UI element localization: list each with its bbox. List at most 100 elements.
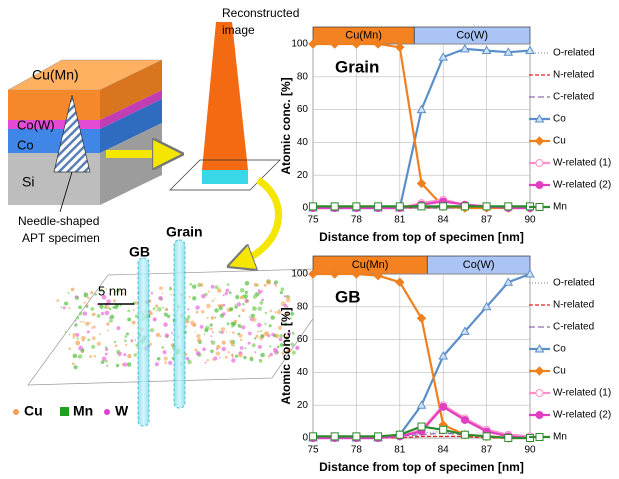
atom: [264, 322, 267, 325]
atom: [195, 310, 199, 314]
atom: [115, 288, 120, 293]
atom: [163, 322, 168, 327]
atom: [274, 285, 277, 288]
marker: [373, 39, 383, 49]
atom: [75, 332, 80, 337]
atom: [244, 299, 249, 303]
atom: [244, 290, 248, 294]
atom: [159, 286, 163, 291]
atom: [165, 307, 169, 312]
marker: [416, 400, 427, 409]
atom: [254, 351, 257, 354]
atom: [199, 283, 204, 287]
phase-label: Co(W): [456, 29, 488, 41]
y-tick-label: 60: [297, 104, 309, 115]
atom: [248, 331, 252, 336]
legend-marker: [535, 203, 544, 211]
atom: [195, 351, 201, 356]
atom: [192, 296, 197, 301]
atom: [222, 294, 225, 297]
atom: [217, 288, 222, 293]
legend-symbol: [104, 409, 110, 415]
atom: [226, 283, 230, 286]
grain-cylinder: [173, 239, 186, 409]
y-tick-label: 0: [302, 433, 308, 444]
atom: [130, 339, 133, 342]
legend-label: W-related (1): [553, 388, 611, 399]
legend-label: Cu: [553, 366, 566, 377]
x-tick-label: 87: [481, 445, 493, 456]
y-tick-label: 100: [291, 269, 308, 280]
atom: [267, 354, 271, 358]
atom: [272, 347, 278, 353]
legend-label: Mn: [73, 403, 93, 419]
atom: [157, 307, 162, 312]
legend-label: Mn: [553, 202, 567, 213]
legend-marker: [535, 433, 544, 441]
marker: [417, 202, 426, 211]
atom: [187, 315, 191, 319]
atom: [124, 340, 127, 343]
atom: [78, 305, 82, 310]
atom: [202, 347, 206, 352]
legend-symbol: [60, 407, 69, 416]
atom: [91, 336, 96, 341]
atom: [231, 325, 234, 328]
atom: [123, 353, 127, 357]
gb-cylinder: [137, 257, 150, 427]
atom: [258, 359, 263, 363]
atom: [234, 305, 238, 309]
marker: [482, 202, 491, 211]
atom: [249, 357, 254, 362]
atom: [229, 291, 232, 295]
atom: [277, 325, 283, 331]
y-tick-label: 20: [297, 400, 309, 411]
atom: [279, 343, 284, 347]
atom: [158, 296, 163, 301]
atom: [274, 311, 277, 314]
legend-symbol: [13, 409, 19, 415]
atom: [189, 282, 193, 286]
phase-label: Cu(Mn): [352, 259, 389, 271]
legend-label: N-related: [553, 70, 594, 81]
atom: [230, 343, 234, 347]
atom-cloud: [56, 279, 300, 370]
atom: [287, 331, 292, 336]
atom: [78, 311, 83, 316]
atom: [220, 327, 226, 332]
layer-label: Si: [22, 174, 34, 190]
legend-label: Co: [553, 114, 566, 125]
x-tick-label: 87: [481, 215, 493, 226]
atom: [221, 340, 226, 345]
marker: [482, 432, 491, 441]
x-tick-label: 84: [438, 445, 450, 456]
x-tick-label: 78: [351, 215, 363, 226]
marker: [504, 202, 513, 211]
atom: [234, 354, 239, 358]
atom: [214, 316, 217, 319]
atom: [78, 345, 83, 351]
marker: [352, 432, 361, 441]
y-tick-label: 0: [302, 203, 308, 214]
atom: [209, 327, 213, 331]
atom: [197, 338, 202, 343]
y-axis-label: Atomic conc. [%]: [279, 77, 293, 174]
legend-marker: [535, 411, 544, 419]
atom: [222, 312, 226, 316]
atom: [286, 305, 289, 309]
x-axis-label: Distance from top of specimen [nm]: [319, 230, 524, 244]
atom: [82, 311, 88, 316]
atom: [73, 365, 78, 370]
scale-label: 5 nm: [98, 283, 127, 298]
atom: [126, 332, 129, 336]
reconstruction-base: [202, 170, 248, 184]
reconstructed-label: Reconstructed: [222, 6, 299, 20]
atom: [256, 284, 259, 287]
atom: [116, 349, 121, 354]
atom: [85, 305, 89, 308]
atom: [206, 316, 209, 319]
x-tick-label: 78: [351, 445, 363, 456]
atom: [127, 354, 132, 359]
atom: [263, 283, 267, 287]
